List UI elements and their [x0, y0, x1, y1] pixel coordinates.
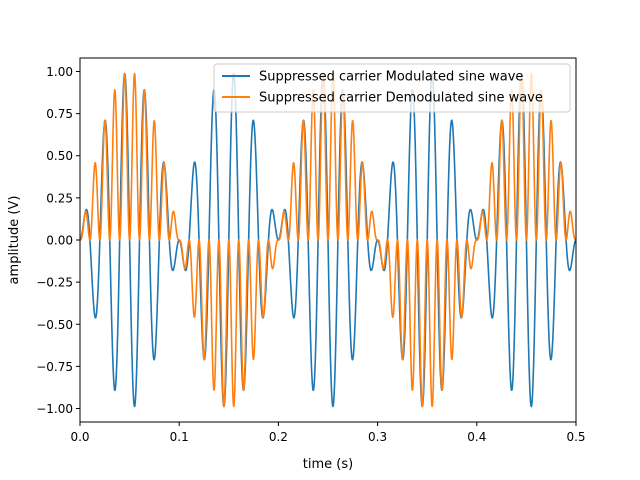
x-tick-label: 0.0 — [70, 430, 89, 444]
x-axis-ticks: 0.0 0.1 0.2 0.3 0.4 0.5 — [70, 422, 586, 444]
x-tick-label: 0.2 — [269, 430, 288, 444]
x-tick-label: 0.1 — [170, 430, 189, 444]
x-axis-label: time (s) — [303, 457, 353, 472]
x-tick-label: 0.3 — [368, 430, 387, 444]
y-tick-label: −0.25 — [36, 276, 73, 290]
x-tick-label: 0.4 — [467, 430, 486, 444]
y-axis-ticks: −1.00 −0.75 −0.50 −0.25 0.00 0.25 0.50 0.75 1.00 — [36, 65, 80, 416]
y-tick-label: 0.25 — [46, 191, 73, 205]
y-tick-label: 0.50 — [46, 149, 73, 163]
y-tick-label: −1.00 — [36, 402, 73, 416]
y-tick-label: 1.00 — [46, 65, 73, 79]
y-axis-label: amplitude (V) — [7, 196, 22, 285]
plot-lines — [79, 72, 577, 408]
y-tick-label: 0.75 — [46, 107, 73, 121]
x-tick-label: 0.5 — [566, 430, 585, 444]
y-tick-label: 0.00 — [46, 234, 73, 248]
legend-box — [213, 63, 571, 113]
legend-label-demodulated: Suppressed carrier Demodulated sine wave — [259, 91, 543, 106]
y-tick-label: −0.50 — [36, 318, 73, 332]
legend-label-modulated: Suppressed carrier Modulated sine wave — [259, 70, 523, 85]
series-line-demodulated — [79, 72, 577, 408]
y-tick-label: −0.75 — [36, 360, 73, 374]
legend: Suppressed carrier Modulated sine wave S… — [213, 63, 571, 113]
